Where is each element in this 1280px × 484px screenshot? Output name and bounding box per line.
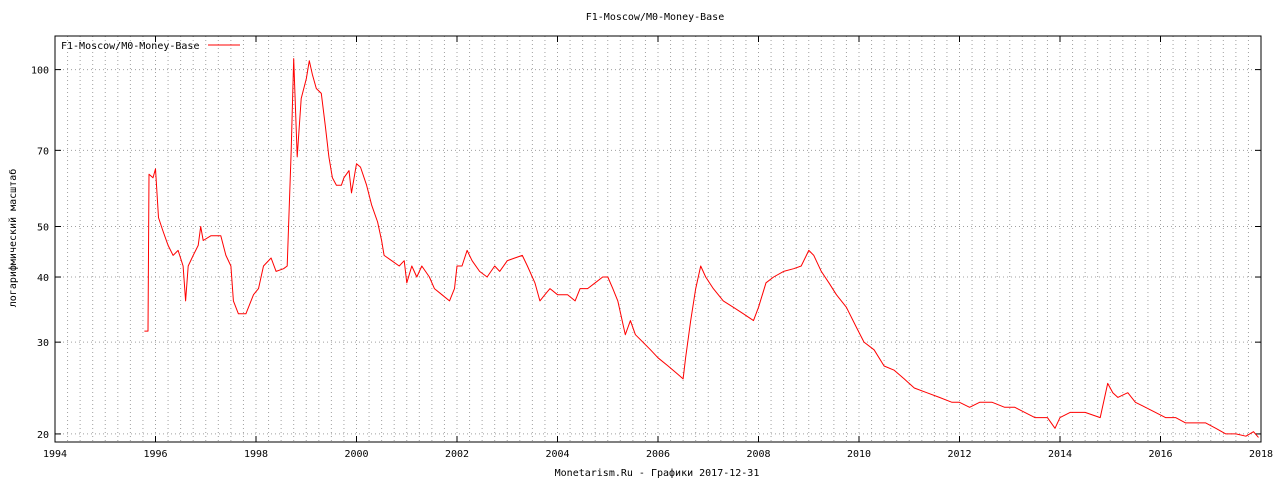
series-layer — [144, 58, 1259, 438]
axis-ticks: 1994 1996 1998 2000 2002 2004 2006 2008 2010 2012… — [31, 36, 1273, 460]
legend-label: F1-Moscow/M0-Money-Base — [61, 41, 199, 52]
x-tick-label: 1998 — [244, 449, 268, 460]
x-tick-label: 2018 — [1249, 449, 1273, 460]
grid — [55, 36, 1261, 442]
series-line — [144, 58, 1259, 438]
y-axis-label: логарифмический масштаб — [7, 169, 19, 307]
chart-title: F1-Moscow/M0-Money-Base — [586, 12, 724, 23]
x-tick-label: 2008 — [746, 449, 770, 460]
x-tick-label: 2012 — [947, 449, 971, 460]
x-tick-label: 1994 — [43, 449, 67, 460]
x-tick-label: 2016 — [1148, 449, 1172, 460]
y-tick-label: 40 — [37, 273, 49, 284]
x-axis-label: Monetarism.Ru - Графики 2017-12-31 — [555, 467, 760, 479]
x-tick-label: 1996 — [143, 449, 167, 460]
y-tick-label: 50 — [37, 223, 49, 234]
y-tick-label: 70 — [37, 146, 49, 157]
y-tick-label: 30 — [37, 338, 49, 349]
legend: F1-Moscow/M0-Money-Base — [61, 41, 240, 52]
x-tick-label: 2000 — [344, 449, 368, 460]
x-tick-label: 2004 — [545, 449, 569, 460]
y-tick-label: 100 — [31, 66, 49, 77]
x-tick-label: 2002 — [445, 449, 469, 460]
x-tick-label: 2010 — [847, 449, 871, 460]
y-tick-label: 20 — [37, 430, 49, 441]
plot-frame — [54, 35, 1262, 443]
x-tick-label: 2014 — [1048, 449, 1072, 460]
x-tick-label: 2006 — [646, 449, 670, 460]
